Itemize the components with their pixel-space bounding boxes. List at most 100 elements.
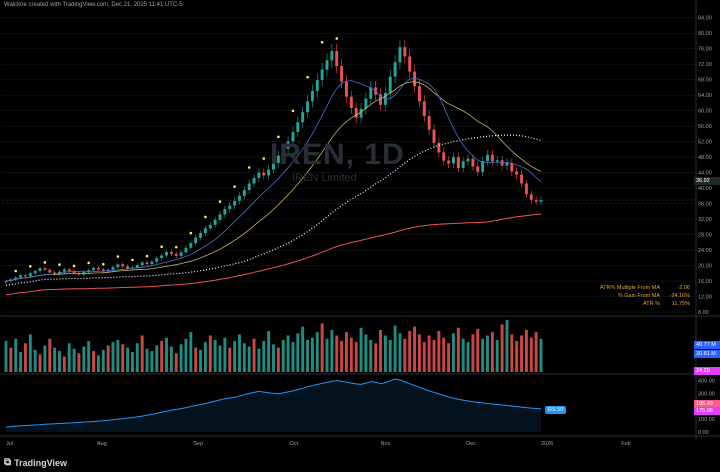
candle: [369, 87, 373, 99]
candle: [505, 162, 509, 166]
candle: [101, 269, 105, 272]
candle: [417, 86, 421, 102]
volume-bar: [111, 342, 115, 372]
candle: [364, 98, 368, 109]
volume-bar: [213, 339, 217, 372]
volume-bar: [272, 344, 275, 372]
y-tick-label: 84.00: [698, 16, 712, 22]
y-tick-label: 68.00: [698, 78, 712, 84]
volume-bar: [189, 332, 193, 372]
tradingview-logo[interactable]: ⧉ TradingView: [4, 457, 67, 468]
signal-dot: [247, 166, 251, 169]
candle: [199, 233, 203, 238]
volume-bar: [447, 343, 451, 372]
candle: [247, 183, 251, 191]
candle: [252, 178, 256, 184]
candle: [315, 80, 319, 91]
candle: [135, 265, 139, 268]
volume-bar: [233, 341, 237, 372]
volume-bar: [354, 342, 358, 372]
candle: [160, 255, 164, 259]
candle: [510, 162, 514, 172]
volume-bar: [490, 332, 494, 372]
candle: [53, 272, 57, 275]
volume-bar: [408, 331, 412, 372]
candle: [539, 200, 543, 202]
y-tick-label: 32.00: [698, 217, 712, 223]
volume-bar: [82, 346, 86, 372]
candle: [184, 247, 188, 253]
signal-dot: [43, 261, 47, 264]
volume-bar: [529, 337, 533, 372]
volume-bar: [451, 333, 455, 372]
candle: [466, 158, 470, 162]
volume-bar: [155, 345, 159, 372]
candle: [486, 154, 489, 161]
candle: [169, 251, 173, 254]
volume-bar: [383, 335, 387, 372]
candle: [296, 122, 300, 132]
candle: [4, 281, 8, 283]
candle: [344, 81, 348, 97]
stat-label: ATR %: [642, 301, 660, 307]
y-tick-label: 20.00: [698, 264, 712, 270]
volume-bar: [223, 337, 227, 372]
signal-dot: [174, 245, 178, 249]
volume-bar: [515, 341, 519, 372]
volume-bar: [257, 348, 261, 372]
y-tick-label: 40.00: [698, 186, 712, 192]
candle: [92, 267, 96, 271]
candle: [237, 195, 241, 201]
candle: [408, 56, 412, 72]
chart-attribution: Walckrie created with TradingView.com, D…: [4, 2, 183, 8]
signal-dot: [233, 185, 236, 188]
volume-bar: [43, 345, 47, 372]
candle: [242, 190, 246, 196]
candle: [218, 214, 222, 220]
volume-tag-2: 30.81 M: [694, 350, 720, 358]
volume-bar: [96, 355, 100, 372]
volume-bar: [9, 347, 13, 372]
candle: [194, 237, 198, 244]
volume-bar: [315, 332, 319, 372]
candle: [87, 270, 91, 273]
rs-badge: RS 50: [545, 406, 567, 414]
candle: [481, 161, 485, 172]
candle: [150, 261, 154, 264]
candle: [520, 174, 524, 184]
candle: [262, 172, 266, 176]
signal-dot: [306, 75, 309, 79]
volume-bar: [14, 338, 18, 372]
stat-value: 11.75%: [671, 301, 690, 307]
volume-bar: [296, 333, 300, 372]
volume-bar: [67, 343, 71, 372]
signal-dot: [291, 109, 295, 113]
volume-bar: [23, 343, 27, 372]
volume-bar: [126, 347, 130, 372]
volume-bar: [320, 323, 324, 372]
volume-bar: [534, 332, 538, 372]
candle: [451, 157, 455, 164]
volume-bar: [150, 350, 154, 372]
volume-bar: [160, 341, 164, 372]
signal-dot: [160, 245, 163, 249]
rs-tick-label: 300.00: [698, 391, 715, 397]
y-tick-label: 60.00: [698, 109, 712, 115]
signal-dot: [29, 265, 32, 268]
volume-bar: [62, 356, 66, 372]
volume-bar: [242, 343, 246, 372]
y-tick-label: 80.00: [698, 31, 712, 37]
volume-bar: [442, 337, 446, 372]
rs-tag-1: 195.49: [694, 400, 720, 408]
company-watermark: IREN Limited: [292, 172, 357, 184]
candle: [223, 209, 227, 215]
candle: [72, 270, 76, 273]
symbol-watermark: IREN, 1D: [270, 138, 405, 171]
volume-bar: [169, 346, 173, 372]
candle: [116, 264, 120, 268]
volume-bar: [194, 347, 198, 372]
candle: [476, 166, 480, 172]
y-tick-label: 56.00: [698, 124, 712, 130]
x-tick-label: Feb: [621, 441, 630, 447]
